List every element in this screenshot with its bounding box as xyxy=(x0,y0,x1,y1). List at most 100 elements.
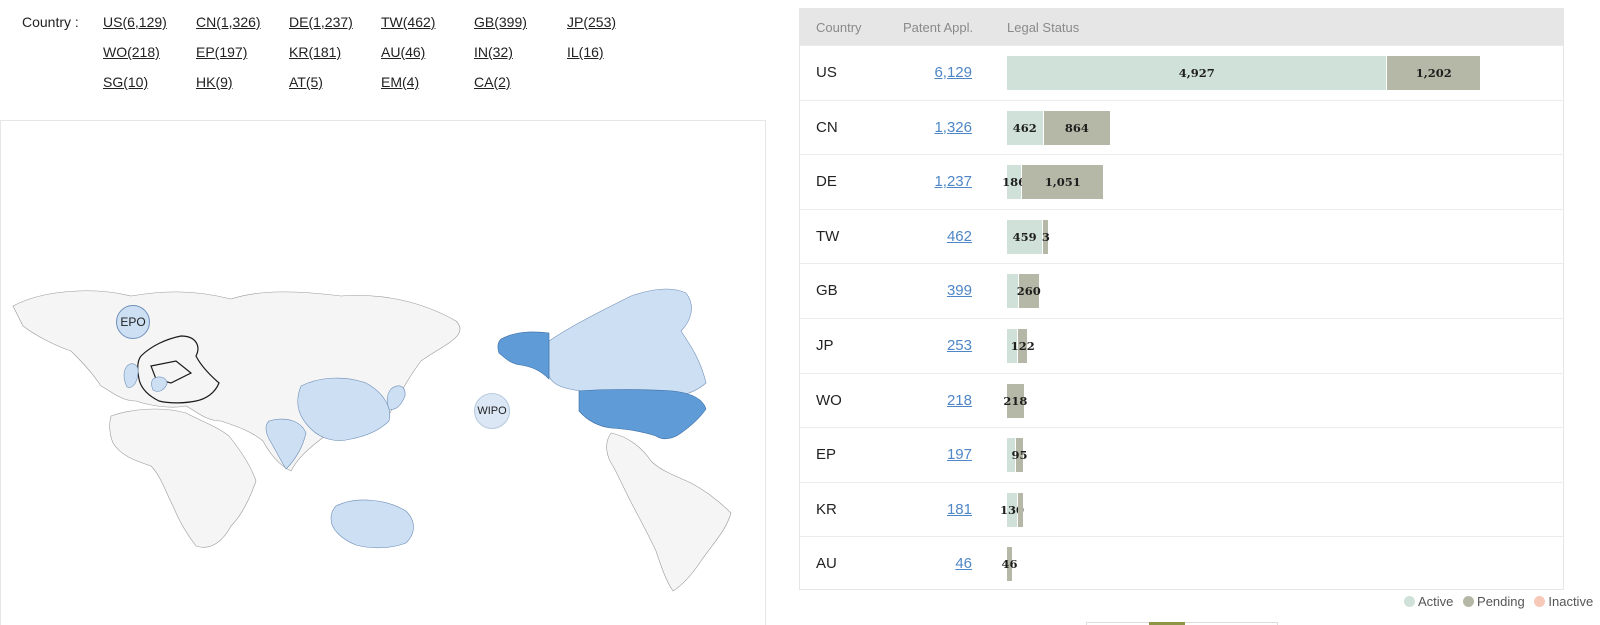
map-bubble-wipo[interactable]: WIPO xyxy=(474,393,510,429)
legal-status-bar: 218 xyxy=(1003,383,1547,418)
legal-status-bar: 260 xyxy=(1007,274,1547,309)
filter-link-de[interactable]: DE(1,237) xyxy=(289,14,353,30)
map-region-china[interactable] xyxy=(297,377,391,441)
legal-status-bar: 462 864 xyxy=(1007,110,1547,145)
table-header: Country Patent Appl. Legal Status xyxy=(800,9,1563,45)
filter-link-us[interactable]: US(6,129) xyxy=(103,14,167,30)
row-patent-count-link[interactable]: 1,237 xyxy=(934,173,972,191)
table-row: AU 46 46 xyxy=(800,536,1563,591)
filter-link-cn[interactable]: CN(1,326) xyxy=(196,14,261,30)
map-region-japan[interactable] xyxy=(386,385,406,410)
filter-link-ep[interactable]: EP(197) xyxy=(196,44,248,60)
legal-status-table: Country Patent Appl. Legal Status US 6,12… xyxy=(799,8,1564,590)
map-region-eurasia[interactable] xyxy=(12,290,461,472)
row-country: WO xyxy=(816,391,842,409)
filter-link-tw[interactable]: TW(462) xyxy=(381,14,436,30)
map-region-canada[interactable] xyxy=(548,288,707,398)
filter-link-jp[interactable]: JP(253) xyxy=(567,14,617,30)
map-bubble-epo[interactable]: EPO xyxy=(116,305,150,339)
row-country: JP xyxy=(816,337,834,354)
bar-segment-active[interactable]: 4,927 xyxy=(1007,56,1387,90)
row-patent-count-link[interactable]: 181 xyxy=(946,500,972,518)
bar-segment-active[interactable]: 459 xyxy=(1007,219,1043,254)
table-row: KR 181 130 xyxy=(800,481,1563,537)
map-region-latin-america[interactable] xyxy=(606,432,732,592)
pagination-active-page[interactable] xyxy=(1149,622,1185,625)
bar-segment-active[interactable] xyxy=(1007,438,1015,473)
bar-segment-pending[interactable] xyxy=(1018,492,1023,527)
map-region-africa[interactable] xyxy=(109,408,257,548)
filter-link-gb[interactable]: GB(399) xyxy=(474,14,527,30)
bar-segment-pending[interactable]: 46 xyxy=(1002,547,1018,582)
legal-status-bar: 459 3 xyxy=(1007,219,1547,254)
table-row: US 6,129 4,927 1,202 xyxy=(800,45,1563,100)
legend-dot-inactive xyxy=(1534,596,1546,607)
pagination[interactable] xyxy=(1086,622,1278,625)
legend-dot-pending xyxy=(1463,596,1475,607)
table-row: EP 197 95 xyxy=(800,427,1563,482)
filter-link-il[interactable]: IL(16) xyxy=(567,44,604,60)
map-region-usa[interactable] xyxy=(578,389,707,440)
legal-status-bar: 186 1,051 xyxy=(1002,165,1547,200)
map-region-alaska[interactable] xyxy=(497,331,550,380)
bar-segment-pending[interactable]: 1,202 xyxy=(1387,56,1480,90)
filter-link-in[interactable]: IN(32) xyxy=(474,44,513,60)
legal-status-bar: 130 xyxy=(1000,492,1547,527)
row-country: TW xyxy=(816,227,840,245)
bar-segment-pending[interactable]: 1,051 xyxy=(1022,165,1104,200)
legal-status-bar: 122 xyxy=(1007,329,1547,363)
map-region-europe[interactable] xyxy=(137,335,220,404)
row-patent-count-link[interactable]: 1,326 xyxy=(934,118,972,136)
map-region-germany[interactable] xyxy=(151,376,168,392)
filter-link-wo[interactable]: WO(218) xyxy=(103,44,160,60)
filter-link-em[interactable]: EM(4) xyxy=(381,74,420,90)
bar-segment-pending[interactable]: 122 xyxy=(1011,329,1035,363)
map-region-australia[interactable] xyxy=(330,499,414,549)
bar-segment-active[interactable]: 462 xyxy=(1007,110,1043,145)
legend-label-inactive: Inactive xyxy=(1548,594,1594,609)
bar-segment-pending[interactable]: 260 xyxy=(1017,274,1041,309)
bar-segment-pending[interactable]: 3 xyxy=(1042,219,1050,254)
row-patent-count-link[interactable]: 46 xyxy=(955,555,972,573)
column-header-patent-appl: Patent Appl. xyxy=(903,20,974,35)
bar-segment-active[interactable]: 130 xyxy=(1000,492,1024,527)
world-map-panel: EPO WIPO xyxy=(0,120,766,625)
row-country: KR xyxy=(816,500,837,518)
row-patent-count-link[interactable]: 197 xyxy=(946,446,972,464)
bar-segment-pending[interactable]: 864 xyxy=(1043,110,1111,145)
legend-label-active: Active xyxy=(1418,594,1454,609)
row-country: DE xyxy=(816,173,837,191)
map-region-uk[interactable] xyxy=(123,363,139,388)
bar-segment-pending[interactable]: 95 xyxy=(1012,438,1028,473)
legal-status-bar: 95 xyxy=(1007,438,1547,473)
filter-link-kr[interactable]: KR(181) xyxy=(289,44,342,60)
filter-link-ca[interactable]: CA(2) xyxy=(474,74,511,90)
row-patent-count-link[interactable]: 462 xyxy=(946,227,972,245)
row-patent-count-link[interactable]: 218 xyxy=(946,391,972,409)
legend-label-pending: Pending xyxy=(1477,594,1525,609)
row-patent-count-link[interactable]: 399 xyxy=(946,282,972,300)
table-row: TW 462 459 3 xyxy=(800,208,1563,264)
bar-segment-active[interactable]: 186 xyxy=(1002,165,1026,200)
table-row: DE 1,237 186 1,051 xyxy=(800,154,1563,209)
filter-link-au[interactable]: AU(46) xyxy=(381,44,426,60)
filter-link-hk[interactable]: HK(9) xyxy=(196,74,233,90)
row-patent-count-link[interactable]: 6,129 xyxy=(934,64,972,81)
legend-item-pending: Pending xyxy=(1463,594,1525,609)
bar-segment-active[interactable] xyxy=(1007,329,1018,363)
row-patent-count-link[interactable]: 253 xyxy=(946,337,972,354)
legend-dot-active xyxy=(1404,596,1415,607)
row-country: EP xyxy=(816,446,837,464)
bar-segment-active[interactable] xyxy=(1007,274,1018,309)
legal-status-bar: 4,927 1,202 xyxy=(1007,56,1547,90)
row-country: CN xyxy=(816,118,838,136)
column-header-legal-status: Legal Status xyxy=(1007,20,1080,35)
column-header-country: Country xyxy=(816,20,862,35)
filter-link-at[interactable]: AT(5) xyxy=(289,74,323,90)
bar-segment-pending[interactable]: 218 xyxy=(1003,383,1027,418)
row-country: AU xyxy=(816,555,837,573)
table-row: WO 218 218 xyxy=(800,372,1563,428)
table-row: JP 253 122 xyxy=(800,318,1563,373)
filter-link-sg[interactable]: SG(10) xyxy=(103,74,149,90)
map-region-india[interactable] xyxy=(265,418,307,470)
